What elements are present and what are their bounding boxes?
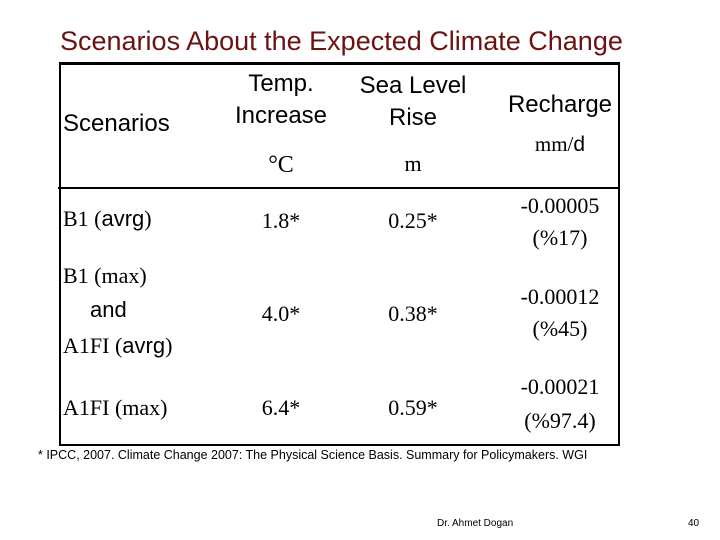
header-divider: [58, 187, 620, 189]
row3-scenario: A1FI (max): [63, 395, 168, 420]
row2-temp: 4.0*: [261, 301, 301, 326]
header-temp-unit: °C: [268, 152, 294, 178]
header-sea-line2: Rise: [388, 104, 437, 132]
row3-temp: 6.4*: [261, 395, 301, 420]
row3-recharge-pct: (%97.4): [524, 408, 596, 434]
climate-table: [59, 62, 620, 446]
row1-scenario-b: avrg: [101, 206, 145, 231]
row2-scenario-b: avrg: [122, 333, 166, 358]
row1-recharge-value: -0.00005: [520, 193, 600, 218]
header-temp-line2: Increase: [234, 102, 328, 130]
row1-scenario-a: B1 (: [63, 206, 102, 231]
header-sea-line1: Sea Level: [359, 72, 467, 99]
page-number: 40: [688, 518, 700, 529]
row1-recharge: -0.00005 (%17): [490, 190, 630, 254]
row2-scenario-line1: B1 (max): [63, 263, 147, 288]
row1-temp: 1.8*: [261, 208, 301, 233]
slide-title: Scenarios About the Expected Climate Cha…: [60, 26, 623, 56]
row2-scenario-line2: and: [90, 297, 127, 322]
row2-recharge-value: -0.00012: [520, 284, 600, 309]
row2-recharge-pct: (%45): [532, 315, 588, 341]
header-recharge: Recharge: [507, 91, 613, 118]
author-name: Dr. Ahmet Dogan: [437, 518, 514, 529]
row2-sea: 0.38*: [388, 301, 438, 326]
header-recharge-unit-b: d: [573, 133, 586, 156]
header-temp: Temp. Increase: [218, 68, 344, 133]
footnote: * IPCC, 2007. Climate Change 2007: The P…: [38, 448, 588, 462]
header-recharge-unit-a: mm/: [534, 132, 574, 156]
row2-scenario-a: A1FI (: [63, 333, 123, 358]
header-sea: Sea Level Rise: [338, 70, 488, 135]
row3-recharge-value: -0.00021: [520, 374, 600, 399]
row3-recharge: -0.00021 (%97.4): [490, 370, 630, 438]
header-temp-line1: Temp.: [248, 70, 314, 97]
row1-scenario-c: ): [144, 206, 152, 231]
row2-scenario-c: ): [165, 333, 173, 358]
row2-recharge: -0.00012 (%45): [490, 281, 630, 345]
header-scenarios: Scenarios: [63, 110, 170, 137]
row3-sea: 0.59*: [388, 395, 438, 420]
row2-scenario-line3: A1FI (avrg): [63, 332, 172, 361]
row1-scenario: B1 (avrg): [63, 205, 152, 234]
row1-sea: 0.25*: [388, 208, 438, 233]
row1-recharge-pct: (%17): [532, 224, 588, 250]
header-sea-unit: m: [404, 151, 422, 176]
header-recharge-unit: mm/d: [490, 131, 630, 158]
